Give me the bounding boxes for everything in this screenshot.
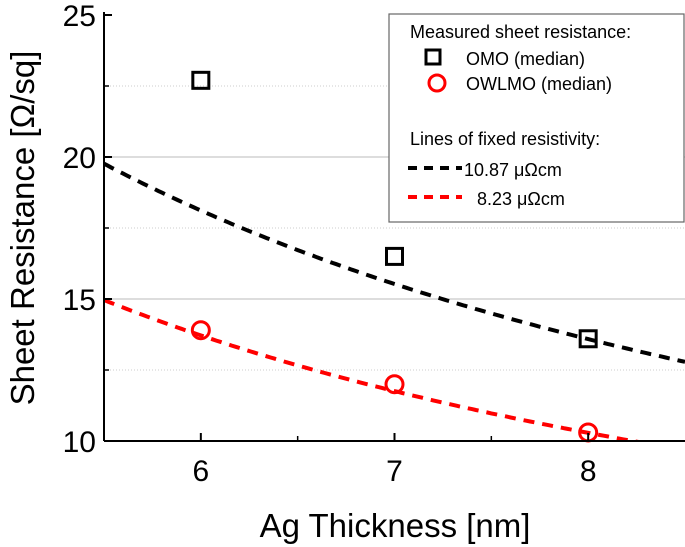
legend-owlmo: OWLMO (median) bbox=[466, 74, 612, 94]
y-axis-label: Sheet Resistance [Ω/sq] bbox=[4, 51, 41, 406]
legend-line-2: 8.23 μΩcm bbox=[472, 189, 565, 209]
legend-square-marker bbox=[424, 48, 442, 66]
legend-omo: OMO (median) bbox=[466, 49, 585, 69]
y-tick-label: 20 bbox=[63, 142, 96, 175]
x-axis-label: Ag Thickness [nm] bbox=[260, 507, 531, 544]
legend-circle-marker bbox=[427, 73, 447, 93]
legend: Measured sheet resistance: OMO (median) … bbox=[388, 13, 685, 223]
owlmo-point bbox=[190, 320, 211, 341]
fit-lines bbox=[104, 161, 685, 441]
y-tick-label: 15 bbox=[63, 284, 96, 317]
legend-title-points: Measured sheet resistance: bbox=[410, 22, 631, 42]
resistivity-line-2 bbox=[104, 298, 645, 441]
y-tick-label: 10 bbox=[63, 426, 96, 459]
legend-title-lines: Lines of fixed resistivity: bbox=[410, 129, 600, 149]
omo-point bbox=[578, 329, 598, 349]
omo-point bbox=[191, 70, 211, 90]
x-tick-label: 6 bbox=[192, 455, 209, 488]
legend-line-1: 10.87 μΩcm bbox=[464, 160, 562, 180]
owlmo-point bbox=[384, 374, 405, 395]
x-tick-label: 8 bbox=[580, 455, 597, 488]
resistivity-line-1 bbox=[104, 161, 685, 364]
y-tick-label: 25 bbox=[63, 0, 96, 33]
omo-point bbox=[385, 246, 404, 266]
axes: 6 7 8 10 15 20 25 bbox=[63, 0, 685, 488]
x-tick-label: 7 bbox=[386, 455, 403, 488]
